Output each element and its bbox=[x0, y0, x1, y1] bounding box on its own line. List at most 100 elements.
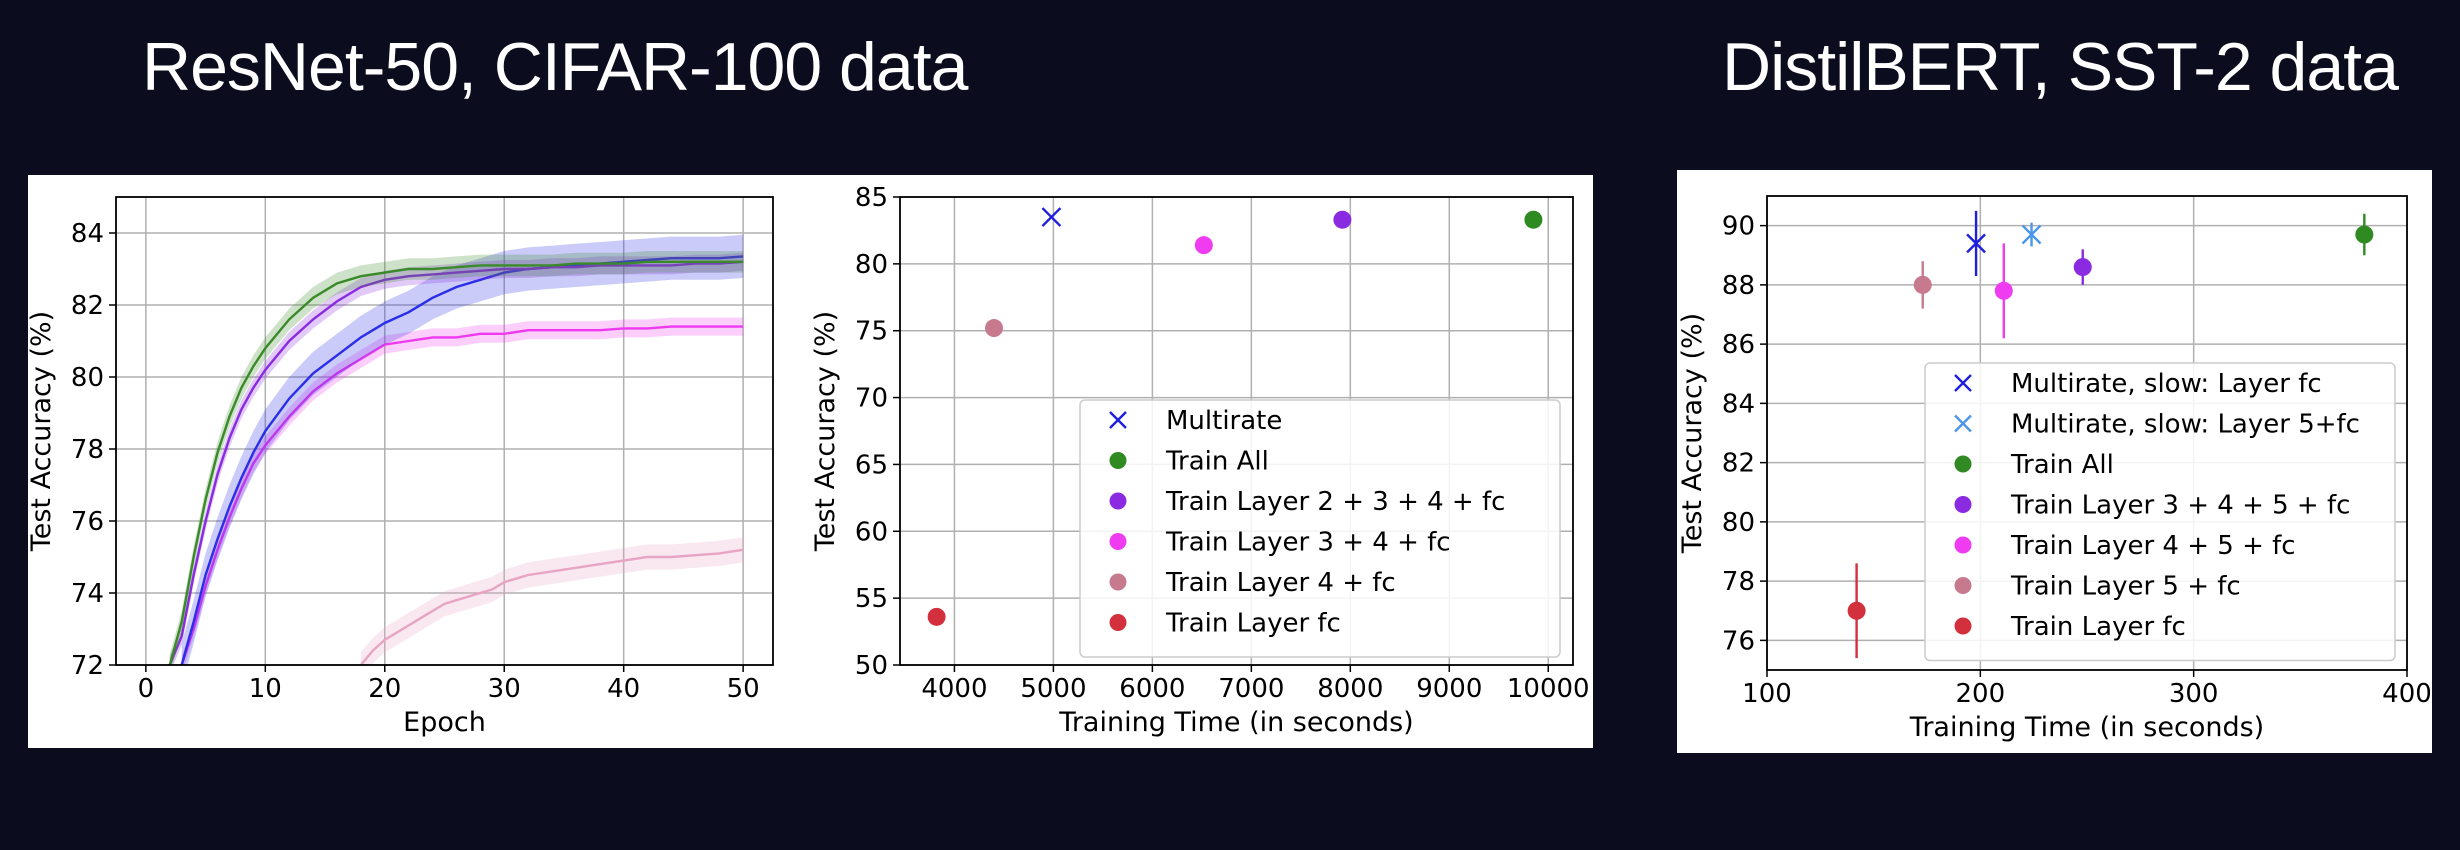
legend-label: Multirate bbox=[1166, 406, 1282, 436]
y-tick-label: 55 bbox=[855, 584, 888, 614]
x-tick-label: 0 bbox=[138, 674, 155, 704]
legend-marker bbox=[1109, 452, 1127, 469]
legend-marker bbox=[1109, 614, 1127, 631]
resnet-figure-panel: 0 10 20 30 40 50 72 74 76 78 80 82 84 Epoch Test Accur… bbox=[28, 175, 1593, 748]
confidence-band bbox=[181, 234, 744, 665]
data-point bbox=[1333, 210, 1352, 229]
confidence-band bbox=[360, 537, 744, 665]
y-tick-label: 80 bbox=[1722, 508, 1755, 538]
legend-label: Train Layer 4 + 5 + fc bbox=[2010, 531, 2296, 561]
legend-label: Train Layer 5 + fc bbox=[2010, 572, 2241, 602]
y-axis-label: Test Accuracy (%) bbox=[810, 311, 841, 552]
x-tick-label: 100 bbox=[1742, 679, 1792, 709]
y-tick-label: 76 bbox=[1722, 626, 1755, 656]
legend-marker bbox=[1954, 455, 1972, 473]
legend-label: Train Layer 3 + 4 + 5 + fc bbox=[2010, 491, 2350, 521]
series-line bbox=[168, 260, 744, 665]
data-point bbox=[1847, 601, 1866, 620]
y-tick-label: 72 bbox=[71, 651, 104, 681]
legend-label: Train Layer fc bbox=[1165, 609, 1341, 639]
x-tick-label: 20 bbox=[368, 674, 401, 704]
data-point bbox=[2021, 224, 2042, 245]
legend-marker bbox=[1954, 374, 1972, 392]
x-axis-label: Epoch bbox=[403, 707, 486, 738]
legend-box bbox=[1079, 399, 1561, 658]
y-tick-label: 74 bbox=[71, 579, 104, 609]
time-accuracy-chart: 4000 5000 6000 7000 8000 9000 10000 50 55 60 65 70 7… bbox=[810, 183, 1590, 738]
legend-label: Multirate, slow: Layer fc bbox=[2011, 369, 2322, 399]
x-tick-label: 300 bbox=[2169, 679, 2219, 709]
legend-label: Train Layer 2 + 3 + 4 + fc bbox=[1165, 487, 1505, 517]
plot-area bbox=[168, 234, 744, 665]
legend-marker bbox=[1109, 411, 1127, 429]
x-tick-label: 7000 bbox=[1218, 674, 1284, 704]
epoch-accuracy-chart: 0 10 20 30 40 50 72 74 76 78 80 82 84 Epoch Test Accur… bbox=[28, 196, 774, 738]
plot-frame bbox=[899, 196, 1574, 666]
y-tick-label: 60 bbox=[855, 517, 888, 547]
legend-marker bbox=[1954, 577, 1972, 594]
legend-label: Multirate, slow: Layer 5+fc bbox=[2011, 410, 2360, 440]
distilbert-figure-panel: 100 200 300 400 76 78 80 82 84 86 88 90 Training Tim… bbox=[1677, 170, 2432, 753]
legend-label: Train All bbox=[1165, 447, 1269, 477]
x-tick-label: 6000 bbox=[1119, 674, 1185, 704]
y-tick-label: 78 bbox=[1722, 567, 1755, 597]
legend-marker bbox=[1109, 533, 1127, 550]
y-axis-label: Test Accuracy (%) bbox=[1677, 313, 1708, 554]
y-tick-label: 75 bbox=[855, 317, 888, 347]
data-point bbox=[2355, 225, 2374, 244]
plot-frame bbox=[115, 196, 774, 666]
resnet-title: ResNet-50, CIFAR-100 data bbox=[142, 29, 968, 105]
data-point bbox=[927, 607, 946, 626]
y-tick-label: 88 bbox=[1722, 271, 1755, 301]
legend-marker bbox=[1109, 573, 1127, 591]
distilbert-time-accuracy-chart: 100 200 300 400 76 78 80 82 84 86 88 90 Training Tim… bbox=[1677, 195, 2432, 743]
legend-label: Train Layer fc bbox=[2010, 612, 2186, 642]
y-tick-label: 84 bbox=[71, 219, 104, 249]
x-tick-label: 400 bbox=[2382, 679, 2432, 709]
y-tick-label: 90 bbox=[1722, 212, 1755, 242]
data-point bbox=[1966, 233, 1986, 254]
y-tick-label: 65 bbox=[855, 450, 888, 480]
x-tick-label: 30 bbox=[488, 674, 521, 704]
data-point bbox=[985, 319, 1004, 338]
legend-box bbox=[1924, 362, 2396, 662]
x-tick-label: 40 bbox=[607, 674, 640, 704]
legend-label: Train Layer 3 + 4 + fc bbox=[1165, 528, 1451, 558]
y-tick-label: 80 bbox=[855, 250, 888, 280]
y-tick-label: 86 bbox=[1722, 330, 1755, 360]
x-tick-label: 50 bbox=[727, 674, 760, 704]
plot-frame bbox=[1766, 195, 2408, 671]
x-tick-label: 9000 bbox=[1416, 674, 1482, 704]
y-tick-label: 76 bbox=[71, 507, 104, 537]
x-axis-label: Training Time (in seconds) bbox=[1058, 707, 1413, 738]
y-tick-label: 78 bbox=[71, 435, 104, 465]
resnet-figure: 0 10 20 30 40 50 72 74 76 78 80 82 84 Epoch Test Accur… bbox=[28, 183, 1590, 738]
data-point bbox=[1194, 236, 1213, 255]
data-point bbox=[2073, 258, 2092, 277]
y-tick-label: 80 bbox=[71, 363, 104, 393]
y-axis-label: Test Accuracy (%) bbox=[28, 311, 57, 552]
x-axis-label: Training Time (in seconds) bbox=[1909, 712, 2264, 743]
series-line bbox=[180, 255, 744, 665]
x-tick-label: 10 bbox=[249, 674, 282, 704]
legend-marker bbox=[1954, 496, 1972, 513]
legend-label: Train Layer 4 + fc bbox=[1165, 568, 1396, 598]
data-point bbox=[1041, 207, 1062, 227]
legend-marker bbox=[1954, 414, 1972, 433]
x-tick-label: 200 bbox=[1956, 679, 2006, 709]
x-tick-label: 8000 bbox=[1317, 674, 1383, 704]
distilbert-figure: 100 200 300 400 76 78 80 82 84 86 88 90 Training Tim… bbox=[1677, 195, 2432, 743]
legend-marker bbox=[1954, 617, 1972, 635]
x-tick-label: 10000 bbox=[1507, 674, 1590, 704]
series-line bbox=[359, 548, 744, 665]
data-point bbox=[1994, 281, 2013, 300]
series-line bbox=[180, 325, 744, 665]
legend-marker bbox=[1109, 492, 1127, 510]
x-tick-label: 5000 bbox=[1020, 674, 1086, 704]
y-tick-label: 82 bbox=[71, 291, 104, 321]
y-tick-label: 70 bbox=[855, 384, 888, 414]
x-tick-label: 4000 bbox=[921, 674, 987, 704]
y-tick-label: 85 bbox=[855, 183, 888, 213]
y-tick-label: 50 bbox=[855, 651, 888, 681]
legend-label: Train All bbox=[2010, 450, 2114, 480]
